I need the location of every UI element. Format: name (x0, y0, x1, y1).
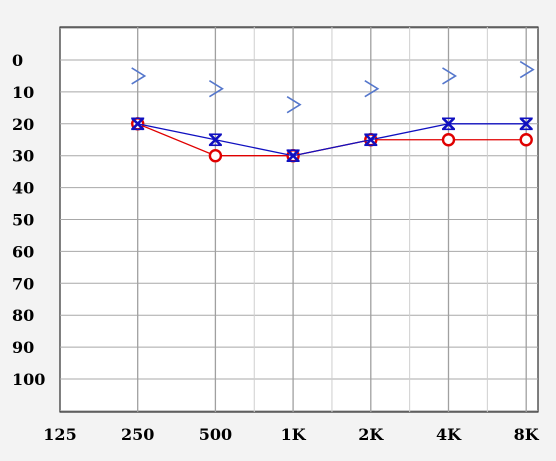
data-point-x (208, 133, 222, 147)
y-tick-label: 70 (12, 274, 34, 293)
y-tick-label: 10 (12, 83, 34, 102)
x-tick-label: 8K (514, 425, 540, 444)
y-tick-label: 100 (12, 370, 45, 389)
y-tick-label: 40 (12, 179, 34, 198)
data-point-chevron (519, 60, 535, 79)
x-tick-label: 2K (358, 425, 384, 444)
x-tick-label: 250 (121, 425, 154, 444)
y-tick-label: 30 (12, 147, 34, 166)
data-point-x (131, 117, 145, 131)
x-tick-label: 125 (43, 425, 76, 444)
x-tick-label: 1K (281, 425, 307, 444)
y-tick-label: 20 (12, 115, 34, 134)
series-line (137, 123, 527, 157)
data-point-chevron (286, 95, 302, 114)
data-point-circle (519, 133, 533, 147)
x-tick-label: 4K (436, 425, 462, 444)
data-point-chevron (208, 80, 224, 98)
x-tick-label: 500 (199, 425, 232, 444)
data-point-chevron (442, 67, 458, 85)
series-x (131, 117, 533, 163)
grid-lines (60, 27, 538, 412)
y-tick-label: 60 (12, 242, 34, 261)
data-point-x (364, 133, 378, 147)
data-point-x (442, 117, 455, 131)
data-point-chevron (131, 67, 147, 85)
y-tick-label: 90 (12, 338, 34, 357)
data-point-x (519, 117, 533, 131)
data-point-circle (208, 148, 223, 163)
tick-labels: 0 10 20 30 40 50 60 70 80 90 100 125 250 500 1K 2K 4K 8K (12, 51, 540, 444)
y-tick-label: 0 (12, 51, 23, 70)
series-chevron-right (131, 60, 535, 114)
data-point-chevron (364, 80, 380, 98)
y-tick-label: 50 (12, 211, 34, 230)
series-layer (130, 60, 535, 163)
y-tick-label: 80 (12, 306, 34, 325)
data-point-x (286, 149, 300, 163)
data-point-circle (441, 133, 456, 147)
